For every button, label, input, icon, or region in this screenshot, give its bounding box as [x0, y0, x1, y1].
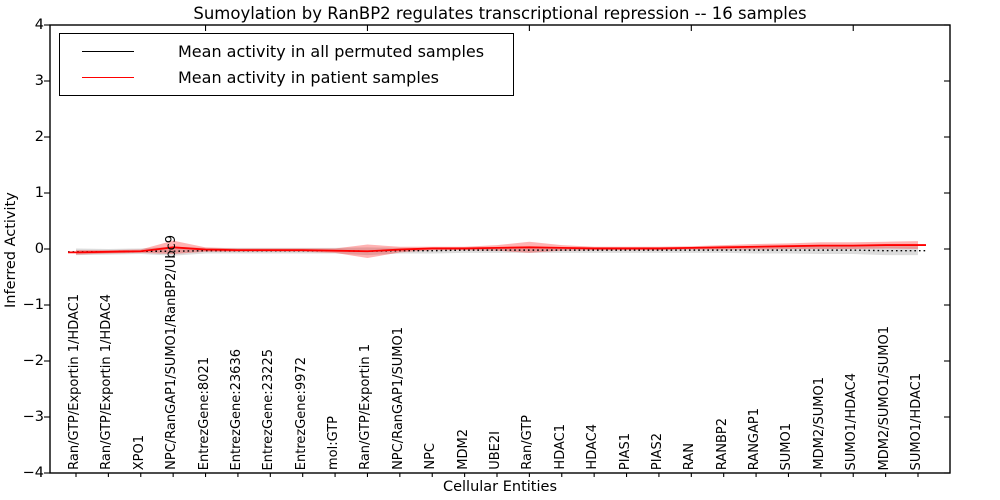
x-tick-label: SUMO1/HDAC1	[909, 372, 924, 470]
y-tick-label: 1	[34, 185, 44, 201]
x-axis-label: Cellular Entities	[442, 479, 558, 495]
x-tick-label: Ran/GTP/Exportin 1	[358, 344, 374, 470]
x-tick-label: SUMO1	[779, 422, 795, 471]
x-tick-label: EntrezGene:9972	[293, 356, 309, 470]
band-permuted	[76, 246, 918, 256]
legend-entry-permuted: Mean activity in all permuted samples	[60, 38, 513, 64]
y-tick-label: −3	[22, 409, 44, 425]
y-tick-label: 4	[34, 17, 44, 33]
x-tick-label: mol:GTP	[326, 416, 342, 470]
x-tick-label: XPO1	[131, 434, 147, 470]
legend-entry-patient: Mean activity in patient samples	[60, 65, 513, 91]
x-tick-label: RAN	[682, 442, 698, 470]
confidence-bands	[76, 240, 918, 258]
chart-title: Sumoylation by RanBP2 regulates transcri…	[193, 4, 807, 23]
x-tick-label: PIAS1	[617, 432, 633, 470]
x-tick-label: NPC/RanGAP1/SUMO1/RanBP2/Ubc9	[164, 235, 180, 470]
y-tick-label: 2	[34, 129, 44, 145]
x-tick-label: RANGAP1	[747, 407, 763, 470]
legend-label: Mean activity in patient samples	[178, 68, 439, 88]
x-tick-label: Ran/GTP	[520, 415, 536, 470]
x-tick-label: HDAC4	[585, 424, 601, 470]
x-tick-label: NPC	[423, 443, 439, 470]
x-tick-label: EntrezGene:23636	[228, 348, 244, 470]
band-patient	[76, 240, 918, 258]
x-tick-label: PIAS2	[649, 432, 665, 470]
y-tick-label: −2	[22, 353, 44, 369]
line-permuted	[68, 249, 926, 253]
y-tick-label: 0	[34, 241, 44, 257]
y-tick-label: 3	[34, 73, 44, 89]
x-tick-label: EntrezGene:23225	[261, 348, 277, 470]
x-tick-label: NPC/RanGAP1/SUMO1	[390, 327, 406, 470]
plot-border	[49, 24, 951, 474]
x-tick-label: UBE2I	[488, 431, 503, 470]
x-tick-label: SUMO1/HDAC4	[844, 372, 860, 470]
legend-label: Mean activity in all permuted samples	[178, 41, 485, 61]
x-tick-label: Ran/GTP/Exportin 1/HDAC1	[67, 294, 82, 470]
x-tick-label: RANBP2	[714, 417, 730, 470]
y-tick-label: −4	[22, 465, 44, 481]
legend-line-sample-black	[82, 50, 134, 52]
x-tick-label: EntrezGene:8021	[196, 356, 212, 470]
line-patient	[68, 244, 926, 254]
y-tick-label: −1	[22, 297, 44, 313]
x-tick-label: MDM2/SUMO1	[811, 377, 827, 470]
legend-line-sample-red	[82, 77, 134, 79]
x-tick-label: MDM2	[455, 429, 471, 470]
x-tick-label: MDM2/SUMO1/SUMO1	[876, 325, 892, 470]
legend: Mean activity in all permuted samples Me…	[59, 33, 514, 96]
series-lines	[68, 244, 926, 254]
x-tick-label: Ran/GTP/Exportin 1/HDAC4	[99, 294, 115, 470]
x-tick-label: HDAC1	[552, 424, 568, 470]
